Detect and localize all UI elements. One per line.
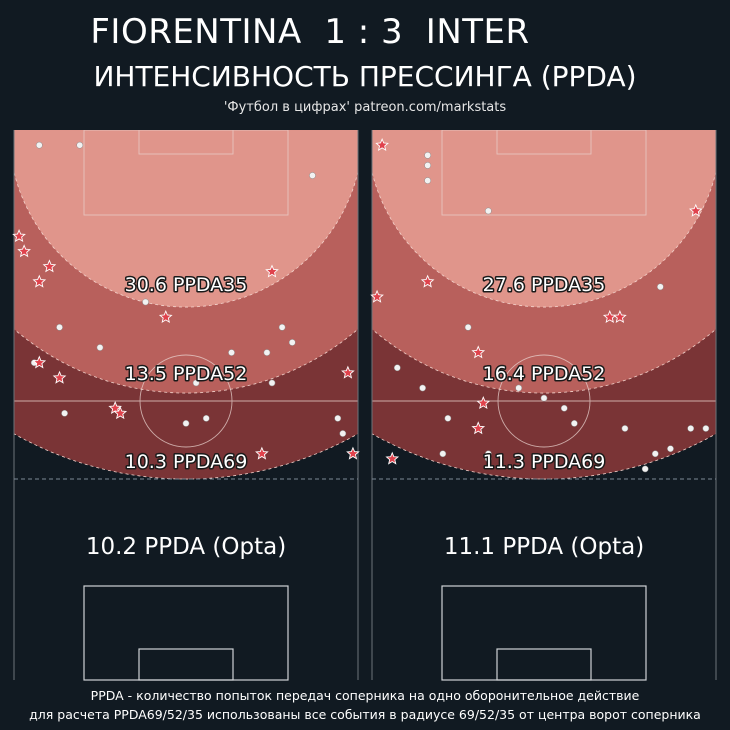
event-dot — [651, 450, 659, 458]
event-star — [42, 259, 57, 273]
event-dot — [464, 323, 472, 331]
event-star — [17, 244, 31, 258]
zone-label-ppda35: 27.6 PPDA35 — [483, 274, 606, 296]
event-dot — [687, 425, 695, 432]
event-dot — [419, 384, 426, 392]
event-dot — [56, 323, 63, 331]
event-star — [32, 355, 47, 369]
event-dot — [228, 349, 235, 356]
event-star — [613, 310, 627, 323]
zone-label-ppda35: 30.6 PPDA35 — [125, 274, 248, 296]
event-dot — [278, 323, 286, 331]
footer-line-1: PPDA - количество попыток передач соперн… — [90, 688, 640, 703]
event-star — [370, 289, 384, 303]
event-star — [385, 451, 400, 465]
event-star — [346, 446, 360, 460]
event-star — [471, 421, 486, 435]
event-dot — [444, 415, 452, 422]
event-star — [420, 274, 435, 288]
event-dot — [35, 141, 43, 149]
match-title: FIORENTINA 1 : 3 INTER — [90, 12, 530, 52]
event-dot — [202, 415, 210, 422]
event-dot — [142, 298, 149, 306]
zone-label-ppda69: 10.3 PPDA69 — [125, 451, 248, 473]
opta-ppda-label: 11.1 PPDA (Opta) — [444, 534, 644, 560]
footer-notes: PPDA - количество попыток передач соперн… — [0, 686, 730, 724]
event-dot — [571, 420, 578, 427]
event-dot — [641, 465, 649, 473]
event-star — [113, 406, 128, 420]
event-dot — [667, 445, 674, 453]
zone-ppda35 — [372, 130, 716, 308]
event-dot — [309, 172, 316, 179]
pitch-panel-inter: 27.6 PPDA35 16.4 PPDA52 11.3 PPDA69 11.1 PP… — [370, 130, 717, 681]
event-dot — [485, 207, 492, 215]
zone-ppda35 — [14, 130, 358, 308]
event-star — [12, 229, 26, 243]
event-star — [688, 203, 703, 217]
event-dot — [657, 283, 664, 291]
event-dot — [439, 450, 447, 458]
source-credit: 'Футбол в цифрах' patreon.com/markstats — [223, 100, 507, 115]
event-dot — [76, 141, 84, 149]
event-dot — [621, 425, 629, 432]
event-dot — [424, 162, 431, 169]
event-dot — [96, 344, 104, 351]
event-dot — [268, 379, 276, 387]
event-star — [375, 138, 389, 151]
event-dot — [61, 409, 68, 417]
event-dot — [424, 177, 431, 184]
event-star — [476, 396, 491, 409]
opta-ppda-label: 10.2 PPDA (Opta) — [86, 534, 286, 560]
event-dot — [339, 430, 347, 437]
event-dot — [182, 420, 190, 427]
event-star — [265, 264, 279, 278]
event-dot — [393, 364, 401, 372]
event-star — [471, 345, 486, 359]
event-dot — [560, 404, 568, 412]
zone-label-ppda52: 16.4 PPDA52 — [483, 363, 606, 385]
event-dot — [515, 384, 523, 392]
event-dot — [263, 349, 271, 356]
pitch-lines — [14, 130, 358, 448]
footer-line-2: для расчета PPDA69/52/35 использованы вс… — [29, 707, 701, 722]
pitch-panel-fiorentina: 30.6 PPDA35 13.5 PPDA52 10.3 PPDA69 10.2 PP… — [12, 130, 360, 681]
chart-subtitle: ИНТЕНСИВНОСТЬ ПРЕССИНГА (PPDA) — [93, 60, 637, 93]
event-dot — [192, 379, 200, 387]
event-dot — [334, 415, 342, 422]
own-penalty-area — [441, 585, 647, 681]
zone-label-ppda52: 13.5 PPDA52 — [125, 363, 248, 385]
event-star — [341, 365, 355, 379]
event-star — [255, 446, 269, 460]
event-star — [32, 274, 47, 288]
own-penalty-area — [83, 585, 289, 681]
event-star — [108, 401, 122, 415]
event-dot — [424, 151, 431, 159]
event-dot — [485, 455, 492, 463]
event-dot — [702, 425, 710, 432]
event-star — [52, 370, 67, 384]
event-dot — [288, 339, 296, 346]
event-dot — [238, 278, 245, 286]
zone-label-ppda69: 11.3 PPDA69 — [483, 451, 606, 473]
event-dot — [540, 394, 548, 402]
event-star — [158, 310, 173, 323]
